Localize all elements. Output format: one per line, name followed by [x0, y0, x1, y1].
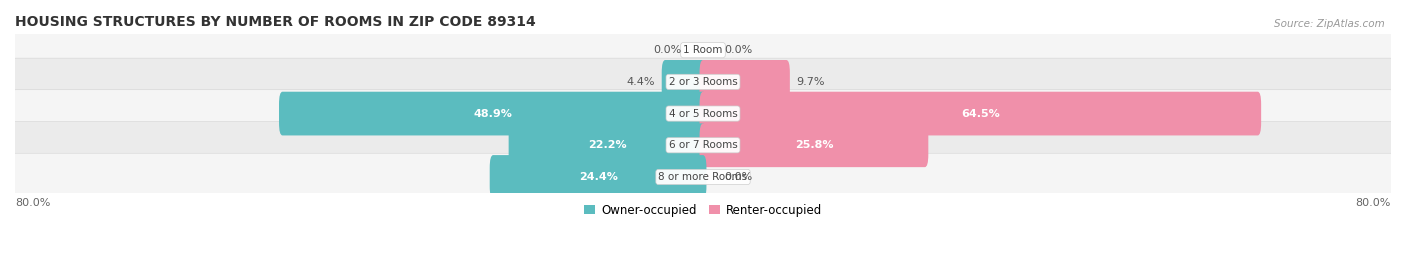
- Text: 24.4%: 24.4%: [579, 172, 617, 182]
- Text: 9.7%: 9.7%: [797, 77, 825, 87]
- Text: 2 or 3 Rooms: 2 or 3 Rooms: [669, 77, 737, 87]
- Text: Source: ZipAtlas.com: Source: ZipAtlas.com: [1274, 19, 1385, 29]
- Text: 4 or 5 Rooms: 4 or 5 Rooms: [669, 109, 737, 119]
- FancyBboxPatch shape: [700, 123, 928, 167]
- Text: 80.0%: 80.0%: [1355, 197, 1391, 208]
- FancyBboxPatch shape: [700, 92, 1261, 136]
- Legend: Owner-occupied, Renter-occupied: Owner-occupied, Renter-occupied: [579, 199, 827, 222]
- FancyBboxPatch shape: [700, 60, 790, 104]
- FancyBboxPatch shape: [13, 90, 1393, 137]
- FancyBboxPatch shape: [13, 26, 1393, 74]
- Text: 80.0%: 80.0%: [15, 197, 51, 208]
- Text: 8 or more Rooms: 8 or more Rooms: [658, 172, 748, 182]
- Text: 48.9%: 48.9%: [474, 109, 512, 119]
- Text: 64.5%: 64.5%: [960, 109, 1000, 119]
- Text: 0.0%: 0.0%: [724, 45, 752, 55]
- Text: HOUSING STRUCTURES BY NUMBER OF ROOMS IN ZIP CODE 89314: HOUSING STRUCTURES BY NUMBER OF ROOMS IN…: [15, 15, 536, 29]
- Text: 0.0%: 0.0%: [724, 172, 752, 182]
- FancyBboxPatch shape: [278, 92, 706, 136]
- FancyBboxPatch shape: [13, 122, 1393, 169]
- FancyBboxPatch shape: [13, 58, 1393, 106]
- Text: 4.4%: 4.4%: [626, 77, 655, 87]
- FancyBboxPatch shape: [13, 153, 1393, 201]
- Text: 0.0%: 0.0%: [654, 45, 682, 55]
- Text: 22.2%: 22.2%: [588, 140, 627, 150]
- Text: 25.8%: 25.8%: [794, 140, 834, 150]
- Text: 1 Room: 1 Room: [683, 45, 723, 55]
- FancyBboxPatch shape: [489, 155, 706, 199]
- FancyBboxPatch shape: [662, 60, 706, 104]
- Text: 6 or 7 Rooms: 6 or 7 Rooms: [669, 140, 737, 150]
- FancyBboxPatch shape: [509, 123, 706, 167]
